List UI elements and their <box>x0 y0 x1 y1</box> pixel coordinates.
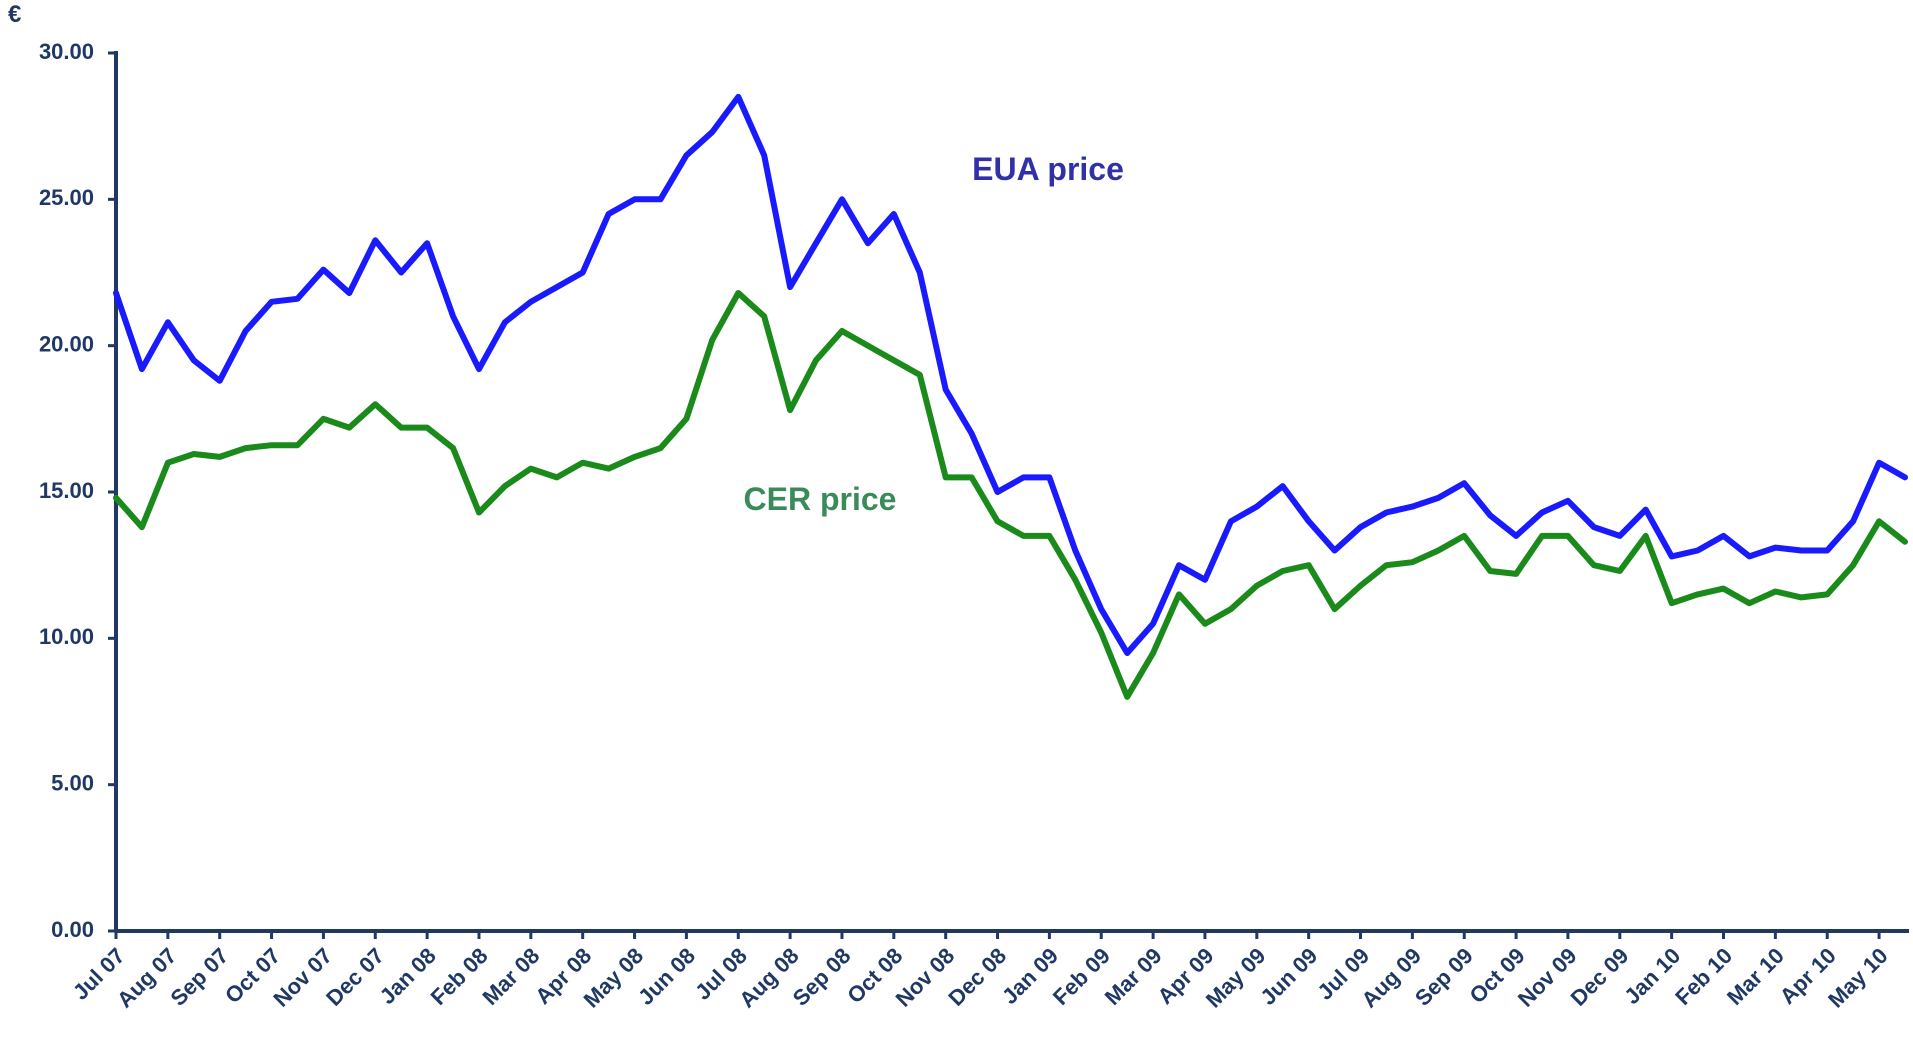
y-tick-label: 20.00 <box>39 331 94 356</box>
x-tick-label: Mar 09 <box>1100 943 1167 1010</box>
y-tick-label: 15.00 <box>39 478 94 503</box>
x-tick-label: Sep 08 <box>788 943 856 1011</box>
x-tick-label: Feb 08 <box>426 943 493 1010</box>
series-label: EUA price <box>972 151 1124 187</box>
x-tick-label: Mar 10 <box>1722 943 1789 1010</box>
x-tick-label: Feb 09 <box>1048 943 1115 1010</box>
y-tick-label: 25.00 <box>39 185 94 210</box>
x-tick-label: Sep 09 <box>1410 943 1478 1011</box>
x-tick-label: Sep 07 <box>166 943 234 1011</box>
x-tick-label: Jan 08 <box>375 943 441 1009</box>
y-tick-label: 10.00 <box>39 624 94 649</box>
x-tick-label: Dec 09 <box>1566 943 1634 1011</box>
x-tick-label: Jan 09 <box>997 943 1063 1009</box>
y-tick-label: 5.00 <box>51 770 94 795</box>
y-tick-label: 30.00 <box>39 39 94 64</box>
x-tick-label: Jan 10 <box>1619 943 1685 1009</box>
x-tick-label: Nov 08 <box>891 943 960 1012</box>
series-line <box>113 93 1908 656</box>
x-tick-label: Nov 09 <box>1513 943 1582 1012</box>
x-tick-label: Dec 07 <box>321 943 389 1011</box>
y-tick-label: 0.00 <box>51 917 94 942</box>
y-axis-label: € <box>8 1 21 28</box>
x-tick-label: Feb 10 <box>1670 943 1737 1010</box>
x-tick-label: Jun 09 <box>1255 943 1322 1010</box>
x-tick-label: Mar 08 <box>478 943 545 1010</box>
x-tick-label: Nov 07 <box>268 943 337 1012</box>
series-label: CER price <box>744 481 897 517</box>
series-line <box>113 290 1908 700</box>
x-tick-label: Dec 08 <box>943 943 1011 1011</box>
x-tick-label: Jun 08 <box>633 943 700 1010</box>
